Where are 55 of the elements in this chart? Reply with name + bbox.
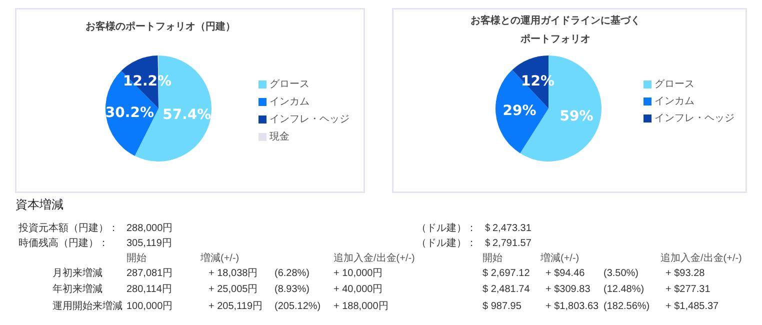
legend-label: インカム [270, 96, 310, 108]
text: $ 2,481.74 [482, 284, 530, 295]
text: ＄2,791.57 [482, 238, 532, 249]
data-label: 30.2% [105, 105, 154, 122]
text: 月初来増減 [52, 267, 102, 279]
text: $ 2,697.12 [482, 268, 530, 279]
text: + $277.31 [666, 284, 711, 295]
text: （ドル建）： [416, 222, 476, 234]
text: + 188,000円 [334, 301, 388, 312]
text: 305,119円 [126, 238, 172, 249]
legend-label: インフレ・ヘッジ [654, 113, 734, 124]
text: 投資元本額（円建）： [18, 222, 118, 234]
text: + 18,038円 [208, 268, 258, 279]
legend-label: グロース [270, 79, 310, 90]
text: + 10,000円 [334, 268, 383, 279]
text: 追加入金/出金(+/-) [334, 252, 415, 264]
text: ＄2,473.31 [482, 223, 532, 234]
text: + $93.28 [666, 268, 706, 279]
text: 280,114円 [126, 284, 172, 295]
text: + 40,000円 [334, 284, 383, 295]
legend-label: 現金 [270, 130, 290, 142]
text: + $1,485.37 [666, 301, 720, 312]
text: 年初来増減 [52, 283, 102, 295]
text: (6.28%) [274, 268, 310, 279]
text: 資本増減 [16, 198, 64, 212]
text: + $94.46 [546, 268, 586, 279]
text: 開始 [126, 253, 146, 264]
text: + 25,005円 [208, 284, 258, 295]
chart-title: お客様のポートフォリオ（円建） [86, 20, 236, 32]
data-label: 57.4% [162, 107, 212, 124]
text: 運用開始来増減 [52, 300, 122, 312]
data-label: 29% [502, 103, 536, 120]
chart-title: お客様との運用ガイドラインに基づくポートフォリオ [470, 14, 640, 46]
text: 287,081円 [126, 268, 173, 279]
text: (205.12%) [274, 301, 321, 312]
text: $ 987.95 [482, 301, 522, 312]
text: + $1,803.63 [546, 301, 600, 312]
data-label: 59% [560, 108, 594, 125]
text: 増減(+/-) [200, 252, 240, 264]
text: 100,000円 [126, 301, 173, 312]
text: 時価残高（円建）： [18, 237, 108, 249]
text: 288,000円 [126, 223, 173, 234]
text: 開始 [482, 253, 502, 264]
legend-label: グロース [654, 79, 694, 90]
text: + $309.83 [546, 284, 591, 295]
text: 増減(+/-) [540, 252, 580, 264]
legend-label: インフレ・ヘッジ [270, 114, 350, 125]
legend-label: インカム [654, 96, 694, 107]
text: （ドル建）： [416, 237, 476, 249]
text: (3.50%) [604, 268, 639, 279]
text: 追加入金/出金(+/-) [660, 252, 742, 264]
text: (12.48%) [604, 284, 644, 295]
text: (182.56%) [604, 301, 650, 312]
text: (8.93%) [274, 284, 310, 295]
text: + 205,119円 [208, 301, 263, 312]
